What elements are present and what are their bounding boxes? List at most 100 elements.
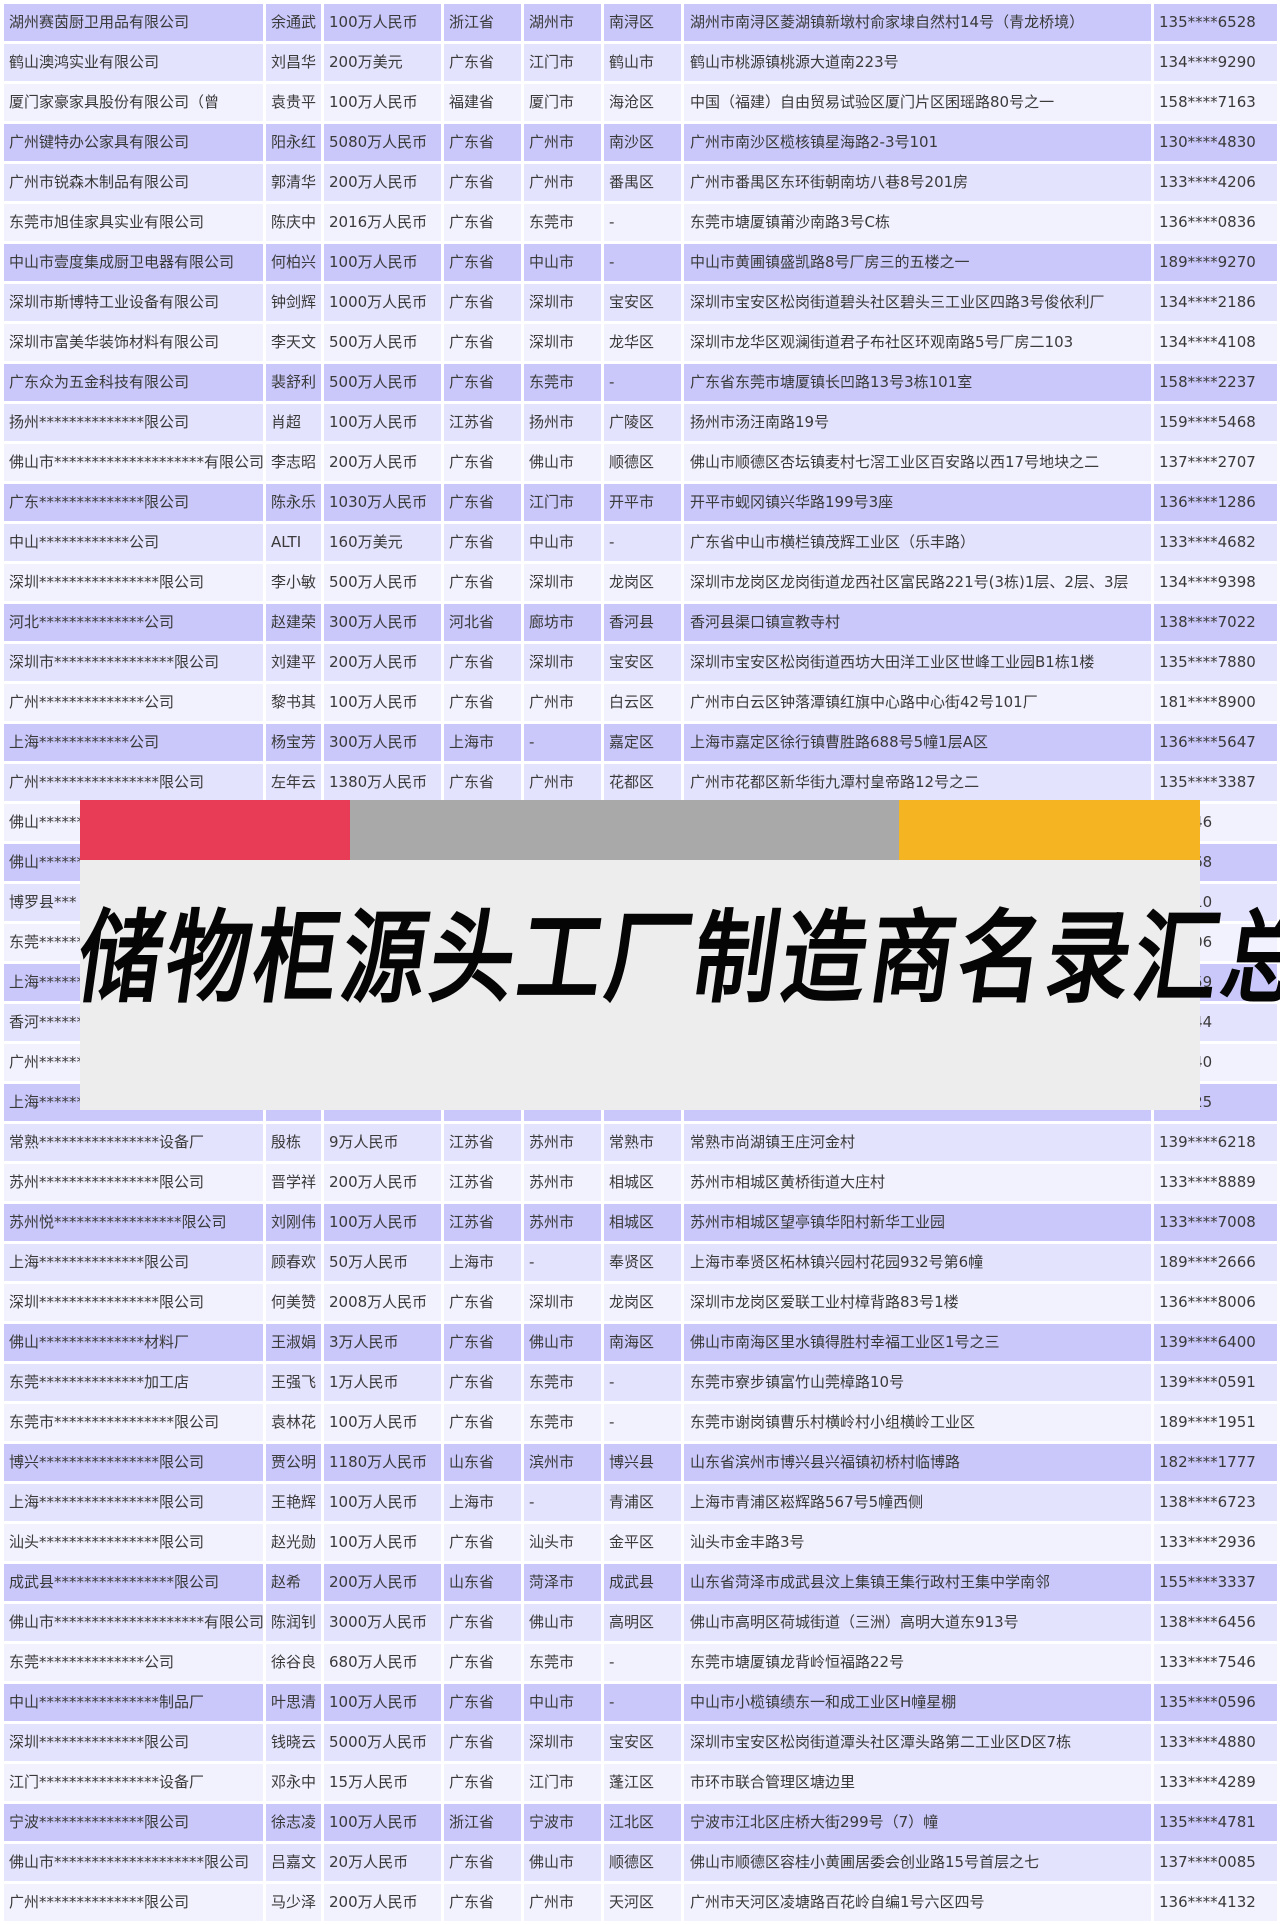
cell-contact: 陈永乐 — [266, 484, 321, 521]
cell-city: - — [524, 1244, 601, 1281]
cell-phone: 135****3387 — [1154, 764, 1277, 801]
cell-district: 相城区 — [604, 1204, 681, 1241]
cell-contact: 王淑娟 — [266, 1324, 321, 1361]
cell-city: 宁波市 — [524, 1804, 601, 1841]
cell-phone: 138****6723 — [1154, 1484, 1277, 1521]
cell-address: 广东省中山市横栏镇茂辉工业区（乐丰路） — [684, 524, 1151, 561]
table-row: 广东**************限公司 陈永乐 1030万人民币 广东省 江门市 开平市开… — [4, 484, 1277, 521]
cell-phone: 139****6218 — [1154, 1124, 1277, 1161]
cell-city: 扬州市 — [524, 404, 601, 441]
cell-city: 佛山市 — [524, 444, 601, 481]
cell-province: 江苏省 — [444, 1124, 521, 1161]
cell-company-name: 中山************公司 — [4, 524, 263, 561]
cell-district: - — [604, 204, 681, 241]
cell-address: 深圳市龙岗区爱联工业村樟背路83号1楼 — [684, 1284, 1151, 1321]
cell-contact: 徐志凌 — [266, 1804, 321, 1841]
cell-registered-capital: 100万人民币 — [324, 4, 441, 41]
cell-province: 广东省 — [444, 164, 521, 201]
cell-city: 广州市 — [524, 684, 601, 721]
table-row: 东莞**************加工店 王强飞 1万人民币 广东省 东莞市 - 东莞市寮步镇… — [4, 1364, 1277, 1401]
cell-address: 开平市蚬冈镇兴华路199号3座 — [684, 484, 1151, 521]
cell-city: 东莞市 — [524, 1644, 601, 1681]
cell-address: 佛山市南海区里水镇得胜村幸福工业区1号之三 — [684, 1324, 1151, 1361]
cell-city: 深圳市 — [524, 284, 601, 321]
cell-contact: 裴舒利 — [266, 364, 321, 401]
cell-province: 江苏省 — [444, 1204, 521, 1241]
cell-city: 中山市 — [524, 1684, 601, 1721]
table-row: 上海************公司 杨宝芳 300万人民币 上海市 - 嘉定区 上海市嘉定区徐… — [4, 724, 1277, 761]
cell-phone: 189****2666 — [1154, 1244, 1277, 1281]
cell-district: 常熟市 — [604, 1124, 681, 1161]
cell-company-name: 深圳市斯博特工业设备有限公司 — [4, 284, 263, 321]
cell-phone: 136****5647 — [1154, 724, 1277, 761]
cell-address: 山东省菏泽市成武县汶上集镇王集行政村王集中学南邻 — [684, 1564, 1151, 1601]
table-row: 深圳市斯博特工业设备有限公司 钟剑辉 1000万人民币 广东省 深圳市 宝安区 深圳市宝安区… — [4, 284, 1277, 321]
cell-contact: 郭清华 — [266, 164, 321, 201]
table-row: 苏州悦*****************限公司 刘刚伟 100万人民币 江苏省 苏州市相… — [4, 1204, 1277, 1241]
cell-province: 上海市 — [444, 724, 521, 761]
cell-district: - — [604, 1644, 681, 1681]
cell-contact: 王艳辉 — [266, 1484, 321, 1521]
cell-province: 山东省 — [444, 1444, 521, 1481]
cell-district: 奉贤区 — [604, 1244, 681, 1281]
table-row: 鹤山澳鸿实业有限公司 刘昌华 200万美元 广东省 江门市 鹤山市 鹤山市桃源镇桃源大道南2… — [4, 44, 1277, 81]
cell-province: 广东省 — [444, 324, 521, 361]
cell-address: 深圳市龙华区观澜街道君子布社区环观南路5号厂房二103 — [684, 324, 1151, 361]
cell-city: 广州市 — [524, 164, 601, 201]
cell-registered-capital: 1万人民币 — [324, 1364, 441, 1401]
cell-address: 扬州市汤汪南路19号 — [684, 404, 1151, 441]
cell-district: 蓬江区 — [604, 1764, 681, 1801]
cell-province: 广东省 — [444, 204, 521, 241]
cell-contact: 陈庆中 — [266, 204, 321, 241]
cell-province: 广东省 — [444, 124, 521, 161]
cell-company-name: 东莞市****************限公司 — [4, 1404, 263, 1441]
cell-city: 中山市 — [524, 244, 601, 281]
cell-province: 河北省 — [444, 604, 521, 641]
table-row: 深圳****************限公司 何美赞 2008万人民币 广东省 深圳市 龙岗… — [4, 1284, 1277, 1321]
cell-registered-capital: 50万人民币 — [324, 1244, 441, 1281]
cell-district: 南沙区 — [604, 124, 681, 161]
cell-company-name: 中山市壹度集成厨卫电器有限公司 — [4, 244, 263, 281]
cell-province: 广东省 — [444, 1884, 521, 1921]
cell-address: 湖州市南浔区菱湖镇新墩村俞家埭自然村14号（青龙桥境） — [684, 4, 1151, 41]
cell-phone: 133****4206 — [1154, 164, 1277, 201]
cell-phone: 134****9290 — [1154, 44, 1277, 81]
cell-city: - — [524, 724, 601, 761]
cell-registered-capital: 100万人民币 — [324, 1804, 441, 1841]
cell-city: 中山市 — [524, 524, 601, 561]
cell-company-name: 深圳****************限公司 — [4, 1284, 263, 1321]
cell-address: 东莞市寮步镇富竹山莞樟路10号 — [684, 1364, 1151, 1401]
cell-contact: 叶思清 — [266, 1684, 321, 1721]
title-banner: 储物柜源头工厂制造商名录汇总 — [71, 800, 1280, 1110]
cell-address: 中国（福建）自由贸易试验区厦门片区囷瑶路80号之一 — [684, 84, 1151, 121]
cell-phone: 134****2186 — [1154, 284, 1277, 321]
cell-address: 常熟市尚湖镇王庄河金村 — [684, 1124, 1151, 1161]
cell-address: 市环市联合管理区塘边里 — [684, 1764, 1151, 1801]
cell-district: 博兴县 — [604, 1444, 681, 1481]
cell-province: 广东省 — [444, 524, 521, 561]
table-row: 常熟****************设备厂 殷栋 9万人民币 江苏省 苏州市 常熟市 常熟市… — [4, 1124, 1277, 1161]
cell-district: 龙华区 — [604, 324, 681, 361]
cell-district: - — [604, 244, 681, 281]
cell-registered-capital: 100万人民币 — [324, 244, 441, 281]
cell-registered-capital: 5000万人民币 — [324, 1724, 441, 1761]
cell-company-name: 东莞**************公司 — [4, 1644, 263, 1681]
cell-company-name: 厦门家豪家具股份有限公司（曾 — [4, 84, 263, 121]
cell-province: 广东省 — [444, 44, 521, 81]
cell-district: - — [604, 1364, 681, 1401]
cell-address: 广州市南沙区榄核镇星海路2-3号101 — [684, 124, 1151, 161]
cell-company-name: 佛山市********************有限公司 — [4, 1604, 263, 1641]
strip-red — [80, 800, 350, 860]
cell-province: 广东省 — [444, 1604, 521, 1641]
cell-province: 上海市 — [444, 1484, 521, 1521]
cell-registered-capital: 15万人民币 — [324, 1764, 441, 1801]
cell-contact: 左年云 — [266, 764, 321, 801]
cell-district: 龙岗区 — [604, 1284, 681, 1321]
cell-province: 广东省 — [444, 244, 521, 281]
cell-city: 苏州市 — [524, 1204, 601, 1241]
cell-province: 浙江省 — [444, 4, 521, 41]
table-row: 博兴****************限公司 贾公明 1180万人民币 山东省 滨州市 博兴… — [4, 1444, 1277, 1481]
cell-phone: 133****7008 — [1154, 1204, 1277, 1241]
cell-district: - — [604, 364, 681, 401]
cell-address: 佛山市顺德区杏坛镇麦村七滘工业区百安路以西17号地块之二 — [684, 444, 1151, 481]
